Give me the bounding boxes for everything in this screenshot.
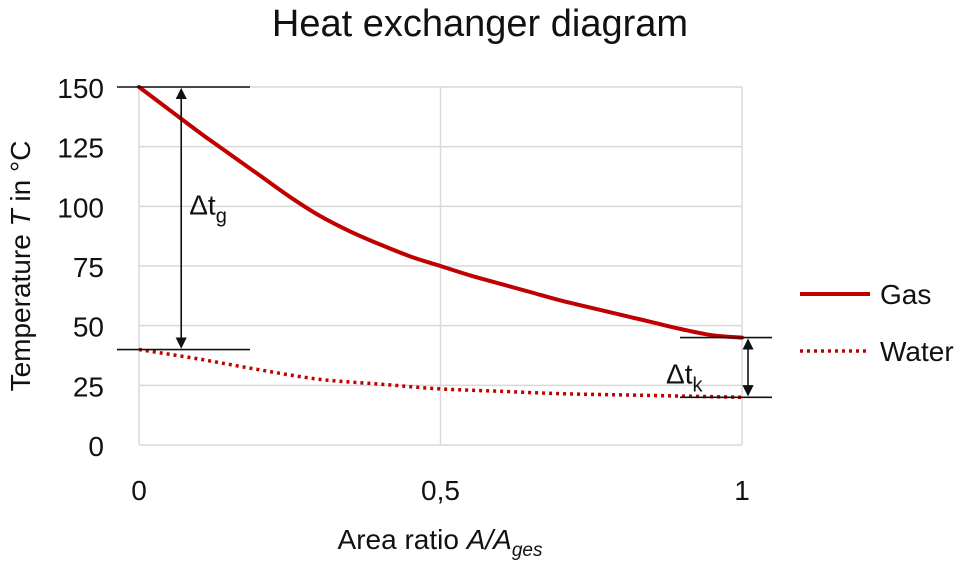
x-axis-label-var: A/A <box>465 524 512 555</box>
delta-subscript: k <box>693 375 704 397</box>
y-tick-label: 75 <box>73 252 104 283</box>
delta-subscript: g <box>216 205 227 227</box>
legend-label-gas: Gas <box>880 279 931 310</box>
y-axis-label: Temperature T in °C <box>5 141 36 392</box>
delta-label-g: Δtg <box>189 189 227 227</box>
y-tick-label: 25 <box>73 371 104 402</box>
y-tick-label: 0 <box>88 431 104 462</box>
x-tick-label: 1 <box>734 475 750 506</box>
x-tick-label: 0 <box>131 475 147 506</box>
y-tick-label: 100 <box>57 192 104 223</box>
legend-label-water: Water <box>880 336 954 367</box>
y-axis-label-pre: Temperature <box>5 226 36 391</box>
y-axis-label-var: T <box>5 207 36 226</box>
x-axis-label: Area ratio A/Ages <box>338 524 543 561</box>
series-line-gas <box>137 85 744 340</box>
y-tick-label: 150 <box>57 73 104 104</box>
x-axis-label-main: Area ratio <box>338 524 467 555</box>
y-tick-label: 125 <box>57 133 104 164</box>
series-lines <box>137 85 744 400</box>
delta-symbol: Δt <box>189 189 216 220</box>
delta-symbol: Δt <box>666 359 693 390</box>
x-tick-label: 0,5 <box>421 475 460 506</box>
tick-labels: 0 25 50 75 100 125 150 0 0,5 1 <box>57 73 750 506</box>
legend: Gas Water <box>800 279 954 367</box>
x-axis-label-sub: ges <box>512 540 543 561</box>
y-tick-label: 50 <box>73 312 104 343</box>
y-axis-label-post: in °C <box>5 141 36 210</box>
delta-label-k: Δtk <box>666 359 703 397</box>
chart-title: Heat exchanger diagram <box>272 3 688 45</box>
